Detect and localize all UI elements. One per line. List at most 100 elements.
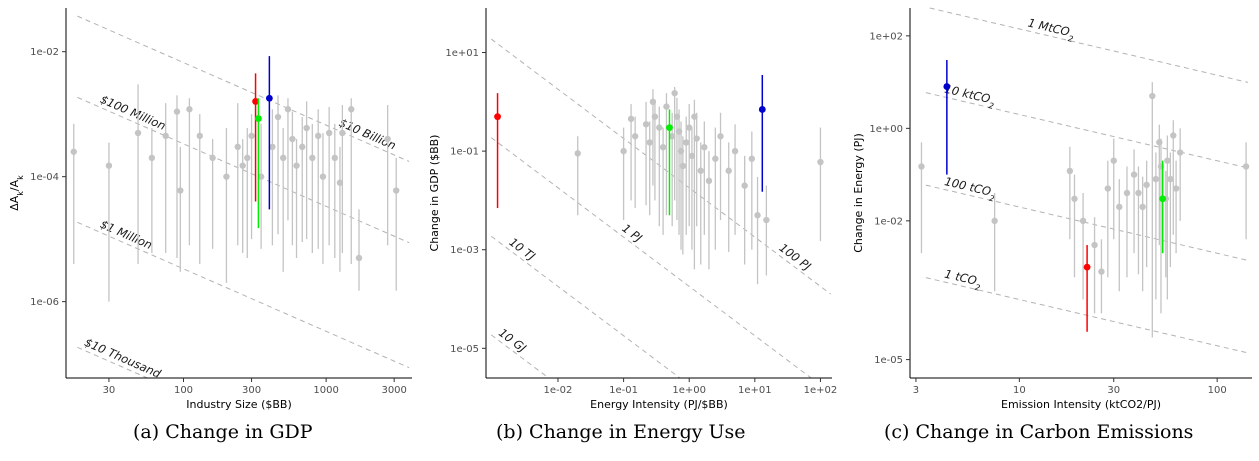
data-point: [1172, 185, 1180, 192]
caption-carbon: (c) Change in Carbon Emissions: [884, 421, 1194, 443]
data-point: [754, 212, 761, 219]
highlight-point: [252, 98, 259, 105]
data-point: [1098, 268, 1105, 275]
data-point: [631, 133, 639, 140]
data-point: [284, 106, 292, 113]
data-point: [293, 162, 300, 169]
data-point: [620, 147, 627, 155]
x-tick-label: 10: [1013, 385, 1026, 396]
data-point: [1139, 203, 1146, 211]
data-point: [1164, 157, 1171, 164]
data-point: [688, 152, 696, 160]
data-point: [162, 132, 169, 140]
y-axis-label: Change in GDP ($BB): [428, 135, 441, 252]
panel-energy: 100 PJ 1 PJ 10 TJ 10 GJ 1e-02 1e-01 1e+00 1e+01…: [420, 0, 840, 461]
data-point: [1066, 167, 1074, 175]
data-point: [1167, 175, 1174, 183]
x-tick-label: 100: [1208, 385, 1227, 396]
x-tick-label: 100: [174, 385, 193, 396]
data-point: [712, 155, 719, 162]
data-point: [642, 121, 650, 128]
data-point: [248, 132, 255, 140]
data-point: [748, 155, 756, 162]
data-point: [1104, 185, 1112, 192]
reference-line: [77, 15, 410, 162]
data-point: [668, 133, 676, 140]
data-point: [691, 113, 698, 120]
data-point: [209, 154, 216, 162]
x-tick-label: 1e+02: [804, 385, 838, 396]
chart-gdp: $10 Billion $100 Million $1 Million $10 Tho…: [8, 8, 412, 411]
y-tick-label: 1e-02: [30, 47, 59, 58]
y-tick-label: 1e-05: [874, 355, 903, 366]
data-point: [319, 173, 327, 180]
reference-line-label: $10 Billion: [337, 115, 398, 152]
x-axis-label: Industry Size ($BB): [186, 398, 292, 411]
reference-line: [490, 137, 812, 379]
data-point: [393, 187, 400, 194]
data-point: [279, 154, 287, 162]
data-point: [701, 144, 708, 151]
data-point: [574, 150, 581, 157]
data-point: [1130, 171, 1138, 178]
data-point: [299, 143, 306, 151]
data-point: [991, 217, 998, 225]
data-point: [1110, 157, 1117, 164]
data-point: [223, 173, 230, 180]
data-point: [659, 144, 667, 151]
highlight-point: [1083, 263, 1091, 271]
data-point: [663, 103, 670, 110]
data-point: [186, 106, 193, 113]
x-tick-label: 1e-02: [544, 385, 573, 396]
data-point: [269, 143, 276, 151]
data-point: [244, 154, 251, 162]
data-point: [763, 216, 770, 224]
y-tick-label: 1e-06: [30, 297, 59, 308]
x-tick-label: 300: [242, 385, 261, 396]
plot-area: $10 Billion $100 Million $1 Million $10 Tho…: [70, 15, 410, 381]
y-axis-label: ΔAk/Ak: [8, 175, 25, 211]
reference-line: [490, 38, 831, 295]
y-tick-label: 1e-05: [450, 344, 479, 355]
reference-line-label: 1 MtCO2: [1026, 16, 1076, 44]
reference-line-label: 10 ktCO2: [942, 82, 996, 111]
data-point: [1152, 175, 1160, 183]
x-axis-label: Energy Intensity (PJ/$BB): [590, 398, 728, 411]
data-point: [1135, 189, 1142, 197]
highlight-point: [943, 83, 951, 90]
reference-line: [925, 184, 1249, 261]
data-point: [731, 147, 739, 155]
data-point: [1079, 217, 1087, 225]
data-point: [234, 143, 241, 151]
data-point: [315, 132, 322, 140]
x-tick-label: 30: [103, 385, 116, 396]
reference-line-label: $100 Million: [98, 92, 168, 133]
data-point: [741, 182, 748, 189]
y-tick-label: 1e-02: [874, 216, 903, 227]
y-tick-label: 1e-01: [450, 147, 479, 158]
data-point: [303, 124, 310, 132]
highlight-point: [494, 113, 501, 121]
data-point: [697, 167, 704, 174]
data-point: [177, 187, 184, 194]
x-tick-label: 3000: [381, 385, 406, 396]
data-point: [309, 154, 316, 162]
data-point: [1123, 189, 1131, 197]
y-axis-label: Change in Energy (PJ): [852, 133, 865, 253]
reference-line: [77, 221, 410, 369]
y-tick-label: 1e-04: [30, 172, 59, 183]
data-point: [325, 129, 333, 137]
data-point: [355, 254, 363, 262]
highlight-point: [265, 94, 273, 102]
x-tick-label: 1e+01: [738, 385, 772, 396]
data-point: [339, 129, 346, 137]
panel-carbon: 1 MtCO2 10 ktCO2 100 tCO2 1 tCO2 3 10 30 100 1e-…: [840, 0, 1259, 461]
caption-energy: (b) Change in Energy Use: [496, 421, 746, 443]
data-point: [686, 124, 693, 131]
data-point: [1170, 132, 1177, 139]
data-point: [646, 139, 653, 146]
reference-line: [490, 334, 549, 379]
highlight-point: [666, 124, 673, 131]
reference-line-label: 1 PJ: [619, 221, 645, 245]
panel-gdp: $10 Billion $100 Million $1 Million $10 Tho…: [0, 0, 420, 461]
